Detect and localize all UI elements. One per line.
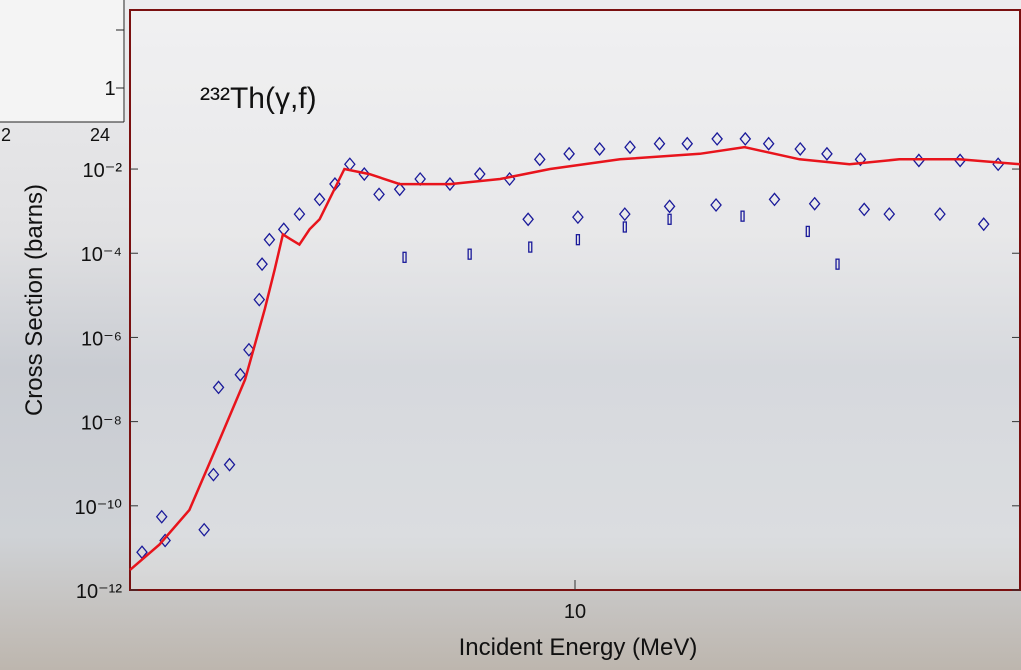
left-panel (0, 0, 125, 122)
left-panel-tick: 24 (90, 125, 110, 145)
x-axis-label: Incident Energy (MeV) (459, 634, 698, 661)
y-tick-label: 10⁻¹⁰ (75, 497, 122, 519)
y-axis-label: Cross Section (barns) (21, 184, 48, 416)
x-tick-label: 10 (564, 601, 586, 623)
y-tick-label: 10⁻⁶ (81, 328, 122, 350)
y-tick-label: 10⁻² (83, 160, 123, 182)
y-tick-label: 10⁻⁸ (81, 413, 122, 435)
annotation: ²³²Th(γ,f) (200, 82, 317, 115)
left-panel-tick: 2 (1, 125, 11, 145)
y-tick-label: 10⁻⁴ (81, 244, 122, 266)
chart: 1 2 24 ²³²Th(γ,f) Incident Energy (MeV) … (0, 0, 1021, 670)
left-panel-tick: 1 (104, 78, 115, 100)
y-tick-label: 10⁻¹² (76, 581, 122, 603)
